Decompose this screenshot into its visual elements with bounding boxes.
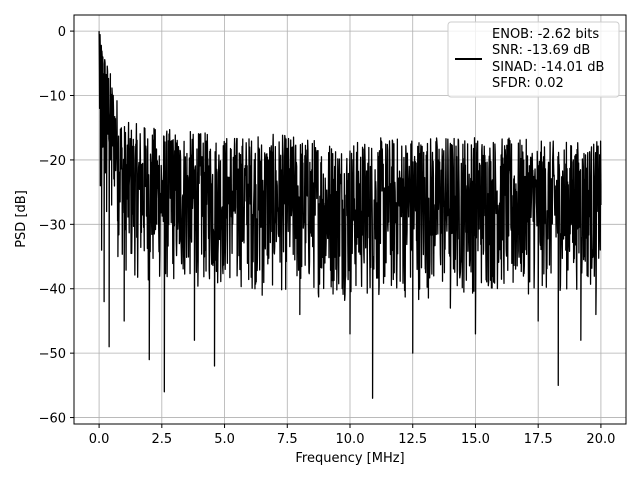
x-tick-label: 17.5	[524, 432, 553, 447]
legend-entry-sinad: SINAD: -14.01 dB	[492, 60, 604, 75]
legend-entry-snr: SNR: -13.69 dB	[492, 43, 590, 58]
x-tick-label: 12.5	[398, 432, 427, 447]
legend-box	[447, 21, 620, 98]
x-tick-label: 5.0	[214, 432, 235, 447]
y-tick-label: −30	[39, 218, 66, 233]
legend-entry-enob: ENOB: -2.62 bits	[492, 27, 599, 42]
x-tick-label: 2.5	[151, 432, 172, 447]
x-tick-label: 0.0	[89, 432, 110, 447]
y-tick-label: −60	[39, 412, 66, 427]
x-tick-label: 20.0	[586, 432, 615, 447]
x-tick-label: 10.0	[336, 432, 365, 447]
legend: ENOB: -2.62 bits SNR: -13.69 dB SINAD: -…	[447, 21, 620, 98]
legend-entry-sfdr: SFDR: 0.02	[492, 76, 564, 91]
y-tick-label: 0	[58, 25, 66, 40]
x-axis: 0.0 2.5 5.0 7.5 10.0 12.5 15.0 17.5 20.0	[89, 424, 615, 447]
series-layer	[98, 31, 602, 399]
y-tick-label: −50	[39, 347, 66, 362]
y-tick-label: −10	[39, 90, 66, 105]
y-tick-label: −40	[39, 283, 66, 298]
y-axis: 0 −10 −20 −30 −40 −50 −60	[39, 25, 74, 427]
x-tick-label: 7.5	[277, 432, 298, 447]
y-tick-label: −20	[39, 154, 66, 169]
x-axis-label: Frequency [MHz]	[295, 451, 404, 466]
y-axis-label: PSD [dB]	[14, 190, 29, 248]
psd-series-line	[98, 31, 602, 399]
x-tick-label: 15.0	[461, 432, 490, 447]
